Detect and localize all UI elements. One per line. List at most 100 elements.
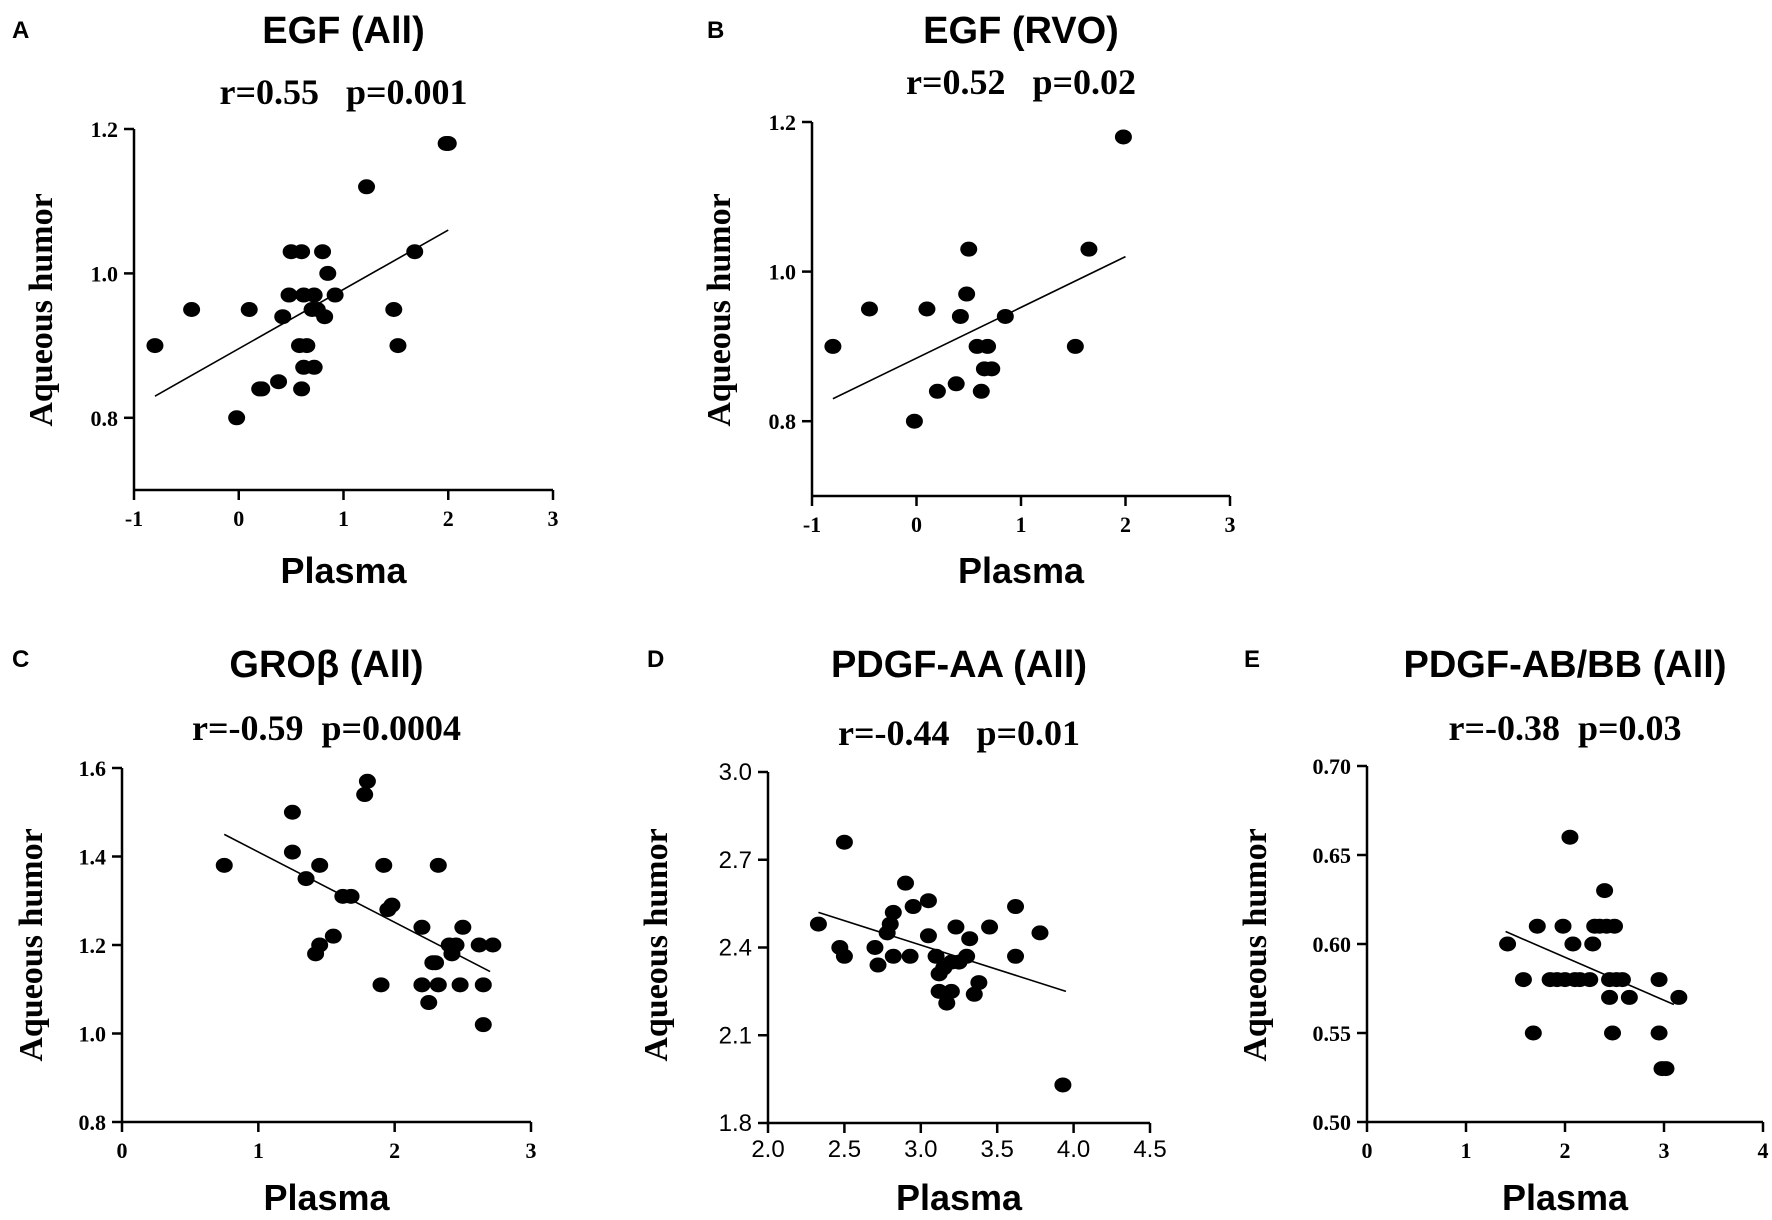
data-point	[996, 308, 1014, 324]
panel-title: GROβ (All)	[229, 644, 423, 686]
x-tick-label: -1	[125, 506, 143, 531]
regression-line	[1505, 930, 1675, 1006]
data-point	[897, 875, 915, 891]
data-point	[298, 338, 316, 354]
y-tick-label: 1.8	[719, 1110, 752, 1137]
y-tick-label: 0.8	[91, 406, 119, 431]
data-point	[293, 244, 311, 260]
data-point	[919, 893, 937, 909]
data-point	[1606, 918, 1623, 934]
data-point	[1564, 936, 1582, 952]
data-point	[297, 871, 315, 887]
data-point	[253, 381, 271, 397]
panel-a: A EGF (All) r=0.55 p=0.001 -1 0 1 2 3 0.8 1.0 1.2 P…	[12, 10, 559, 591]
data-point	[183, 302, 201, 317]
data-point	[311, 937, 329, 953]
panel-stats: r=-0.59 p=0.0004	[192, 708, 461, 748]
x-tick-label: 2	[443, 506, 454, 531]
data-point	[1604, 1025, 1622, 1041]
x-tick-label: 4	[1758, 1138, 1769, 1163]
data-point	[311, 857, 329, 873]
regression-line	[832, 255, 1126, 400]
data-point	[305, 359, 323, 375]
data-point	[358, 773, 376, 789]
x-tick-label: 1	[1016, 512, 1027, 537]
y-tick-label: 3.0	[719, 759, 752, 786]
x-tick-label: 2	[1560, 1138, 1571, 1163]
data-point	[809, 916, 827, 932]
data-point	[947, 376, 965, 392]
data-point	[901, 948, 919, 964]
data-point	[866, 940, 884, 955]
data-point	[884, 948, 902, 964]
data-point	[324, 928, 342, 944]
x-tick-label: 3	[548, 506, 559, 531]
panel-stats: r=0.55 p=0.001	[219, 72, 467, 112]
panel-letter: A	[12, 17, 29, 44]
x-tick-label: 3	[1225, 512, 1236, 537]
data-point	[427, 955, 445, 971]
data-point	[1528, 918, 1546, 934]
data-point	[439, 135, 457, 151]
x-tick-label: 2	[1120, 512, 1131, 537]
data-point	[1031, 925, 1049, 941]
data-point	[835, 834, 853, 850]
data-point	[283, 844, 301, 860]
x-axis-label: Plasma	[1502, 1177, 1629, 1218]
y-axis-label: Aqueous humor	[701, 193, 738, 426]
data-point	[474, 1017, 492, 1033]
data-point	[1657, 1061, 1675, 1077]
data-point	[429, 857, 447, 873]
data-point	[1613, 972, 1631, 988]
data-point	[356, 787, 374, 803]
data-point	[1114, 129, 1132, 145]
data-point	[1670, 989, 1688, 1005]
panel-e: E PDGF-AB/BB (All) r=-0.38 p=0.03 0 1 2 3 4 0.50…	[1237, 644, 1769, 1218]
data-point	[970, 975, 988, 991]
data-point	[1581, 972, 1599, 988]
data-point	[927, 948, 945, 964]
panel-stats: r=-0.38 p=0.03	[1448, 708, 1681, 748]
data-point	[228, 410, 246, 426]
y-tick-label: 0.65	[1313, 843, 1352, 868]
x-tick-label: 2.5	[828, 1136, 861, 1163]
data-point	[958, 948, 976, 964]
data-point	[860, 301, 878, 317]
panel-b: B EGF (RVO) r=0.52 p=0.02 -1 0 1 2 3 0.8 1.0 1.2 Pl…	[701, 10, 1236, 591]
data-point	[314, 244, 332, 260]
data-point	[1620, 989, 1638, 1005]
data-point	[981, 919, 999, 935]
data-point	[905, 413, 923, 429]
panel-title: PDGF-AA (All)	[831, 644, 1087, 686]
y-axis-label: Aqueous humor	[638, 828, 675, 1061]
data-point	[1650, 1025, 1668, 1041]
data-point	[1007, 899, 1025, 915]
y-tick-label: 2.4	[719, 935, 752, 962]
x-tick-label: 0	[911, 512, 922, 537]
data-point	[413, 977, 431, 993]
y-tick-label: 2.1	[719, 1022, 752, 1049]
data-point	[947, 919, 965, 935]
x-tick-label: 3.0	[904, 1136, 937, 1163]
x-tick-label: 1	[1461, 1138, 1472, 1163]
data-point	[305, 287, 323, 303]
data-point	[451, 977, 469, 993]
data-point	[389, 338, 407, 354]
data-point	[919, 928, 937, 944]
y-axis-label: Aqueous humor	[13, 828, 50, 1061]
regression-line	[154, 229, 449, 397]
y-axis-label: Aqueous humor	[23, 193, 60, 426]
data-point	[928, 383, 946, 399]
x-tick-label: 3	[526, 1138, 537, 1163]
x-axis-label: Plasma	[958, 550, 1085, 591]
data-point	[881, 916, 899, 932]
data-point	[342, 888, 360, 904]
y-tick-label: 0.70	[1313, 754, 1352, 779]
y-tick-label: 1.2	[91, 117, 119, 142]
panel-c: C GROβ (All) r=-0.59 p=0.0004 0 1 2 3 0.8 1.0 1.2…	[12, 644, 537, 1218]
data-point	[951, 308, 969, 324]
x-axis-label: Plasma	[896, 1177, 1023, 1218]
data-point	[1554, 918, 1572, 934]
data-point	[215, 857, 233, 873]
